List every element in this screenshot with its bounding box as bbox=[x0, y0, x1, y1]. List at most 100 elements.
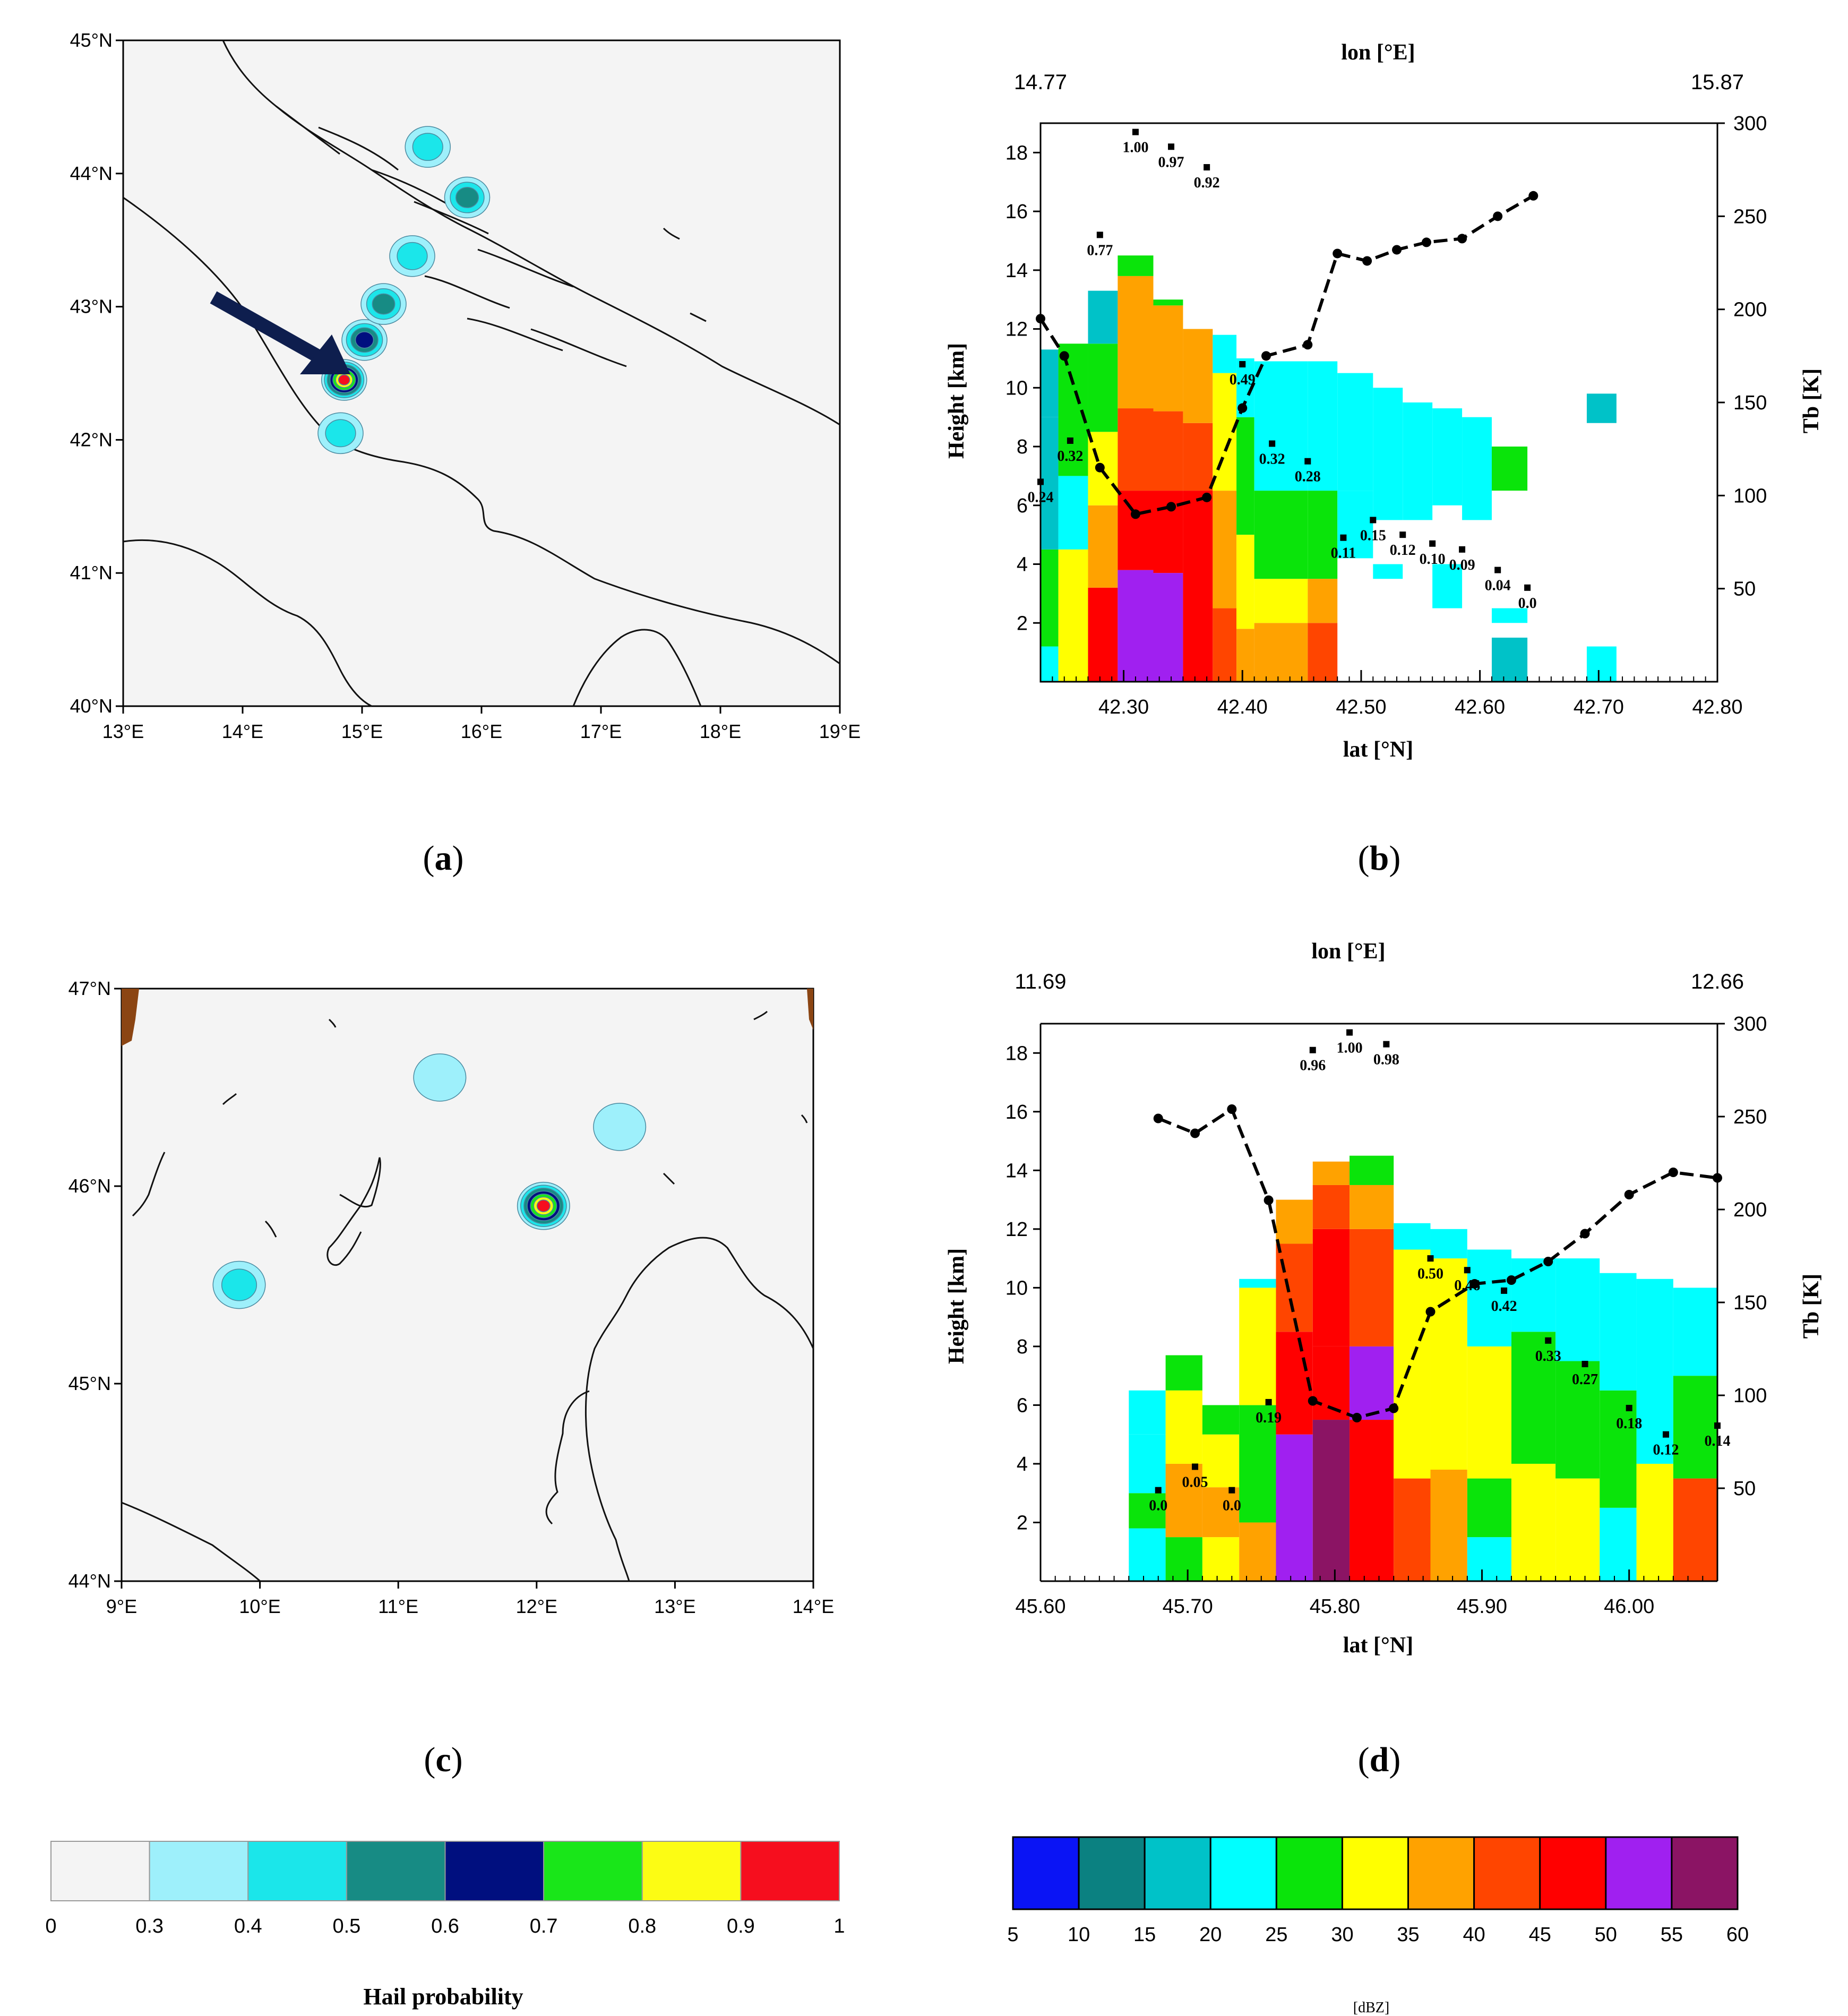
dbz-tick-label: 30 bbox=[1331, 1924, 1353, 1946]
reflectivity-column bbox=[1350, 1155, 1394, 1581]
dbz-tick-label: 50 bbox=[1595, 1924, 1617, 1946]
hail-prob-label: 0.04 bbox=[1485, 578, 1511, 594]
reflectivity-cell bbox=[1673, 1288, 1717, 1376]
hail-cell bbox=[212, 1260, 266, 1309]
reflectivity-column bbox=[1312, 1161, 1350, 1581]
reflectivity-cell bbox=[1350, 1185, 1394, 1229]
map-x-tick-label: 14°E bbox=[222, 720, 263, 742]
reflectivity-cell bbox=[1088, 505, 1118, 588]
hail-color-box bbox=[740, 1841, 840, 1901]
reflectivity-cell bbox=[1394, 1249, 1431, 1479]
map-y-tick-label: 42°N bbox=[70, 428, 113, 450]
hail-color-box bbox=[543, 1841, 643, 1901]
reflectivity-cell bbox=[1394, 1478, 1431, 1581]
d-reflectivity-columns bbox=[1129, 1155, 1717, 1581]
map-y-tick-label: 43°N bbox=[70, 296, 113, 318]
dbz-tick-label: 40 bbox=[1463, 1924, 1485, 1946]
y-tick-label: 18 bbox=[1005, 1042, 1028, 1065]
y2-tick-label: 300 bbox=[1733, 113, 1767, 135]
reflectivity-column bbox=[1511, 1258, 1556, 1581]
dbz-tick-label: 15 bbox=[1133, 1924, 1156, 1946]
hail-prob-marker bbox=[1265, 1399, 1272, 1405]
hail-prob-marker bbox=[1132, 128, 1139, 135]
d-y2label: Tb [K] bbox=[1799, 1274, 1824, 1339]
reflectivity-column bbox=[1394, 1223, 1431, 1581]
hail-prob-label: 0.15 bbox=[1360, 527, 1386, 544]
map-x-tick-label: 17°E bbox=[580, 720, 622, 742]
hail-cell bbox=[360, 283, 407, 325]
hail-prob-marker bbox=[1037, 478, 1044, 485]
map-y-tick-label: 41°N bbox=[70, 562, 113, 584]
x-tick-label: 46.00 bbox=[1604, 1595, 1654, 1618]
reflectivity-cell bbox=[1041, 349, 1059, 417]
y2-tick-label: 100 bbox=[1733, 1385, 1767, 1407]
hail-cell bbox=[593, 1103, 647, 1151]
reflectivity-cell bbox=[1165, 1537, 1202, 1581]
hail-prob-marker bbox=[1494, 567, 1501, 573]
reflectivity-cell bbox=[1183, 491, 1213, 682]
reflectivity-cell bbox=[1467, 1478, 1511, 1538]
reflectivity-cell bbox=[1337, 373, 1373, 491]
x-tick-label: 45.80 bbox=[1310, 1595, 1360, 1618]
reflectivity-cell bbox=[1254, 579, 1308, 623]
reflectivity-cell bbox=[1202, 1434, 1240, 1488]
reflectivity-cell bbox=[1373, 564, 1403, 579]
reflectivity-cell bbox=[1492, 447, 1528, 491]
hail-prob-marker bbox=[1427, 1255, 1434, 1262]
hail-prob-label: 0.96 bbox=[1300, 1058, 1326, 1074]
reflectivity-cell bbox=[1129, 1434, 1166, 1494]
reflectivity-cell bbox=[1350, 1420, 1394, 1581]
d-xlabel: lat [°N] bbox=[1343, 1633, 1413, 1658]
dbz-tick-label: 20 bbox=[1199, 1924, 1222, 1946]
map-x-tick-label: 9°E bbox=[106, 1595, 137, 1617]
d-ylabel: Height [km] bbox=[944, 1248, 969, 1364]
tb-point bbox=[1190, 1128, 1200, 1138]
map-x-tick-label: 19°E bbox=[819, 720, 861, 742]
tb-point bbox=[1528, 191, 1538, 201]
reflectivity-cell bbox=[1394, 1223, 1431, 1250]
y2-tick-label: 250 bbox=[1733, 205, 1767, 228]
hail-prob-label: 0.0 bbox=[1223, 1498, 1241, 1514]
reflectivity-cell bbox=[1350, 1346, 1394, 1420]
reflectivity-cell bbox=[1403, 402, 1433, 520]
reflectivity-cell bbox=[1165, 1355, 1202, 1391]
reflectivity-cell bbox=[1118, 276, 1154, 409]
reflectivity-cell bbox=[1236, 417, 1254, 535]
reflectivity-column bbox=[1041, 349, 1059, 682]
tb-point bbox=[1036, 314, 1045, 324]
hail-prob-label: 0.11 bbox=[1331, 545, 1356, 562]
y-tick-label: 4 bbox=[1017, 1453, 1028, 1475]
caption-b: (b) bbox=[1358, 839, 1401, 878]
hail-prob-label: 0.12 bbox=[1390, 542, 1416, 559]
b-title: lon [°E] bbox=[1341, 40, 1415, 65]
reflectivity-cell bbox=[1088, 290, 1118, 344]
hail-prob-marker bbox=[1168, 143, 1175, 150]
y-tick-label: 18 bbox=[1005, 142, 1028, 164]
map-c-x-ticks: 9°E 10°E 11°E 12°E 13°E 14°E bbox=[106, 1581, 834, 1617]
reflectivity-cell bbox=[1467, 1249, 1511, 1346]
reflectivity-cell bbox=[1673, 1376, 1717, 1479]
hail-cell bbox=[444, 176, 491, 219]
reflectivity-cell bbox=[1600, 1507, 1637, 1581]
x-tick-label: 42.60 bbox=[1455, 696, 1505, 718]
map-a-y-ticks: 40°N 41°N 42°N 43°N 44°N 45°N bbox=[70, 29, 123, 717]
y2-tick-label: 200 bbox=[1733, 1199, 1767, 1221]
reflectivity-cell bbox=[1118, 491, 1154, 570]
reflectivity-column bbox=[1555, 1258, 1600, 1581]
hail-prob-label: 0.49 bbox=[1230, 372, 1256, 388]
d-title: lon [°E] bbox=[1311, 939, 1385, 964]
reflectivity-cell bbox=[1239, 1522, 1276, 1581]
y-tick-label: 2 bbox=[1017, 1512, 1028, 1534]
reflectivity-column bbox=[1058, 344, 1088, 682]
b-tb-series bbox=[1036, 191, 1538, 519]
reflectivity-cell bbox=[1636, 1463, 1673, 1581]
y-tick-label: 6 bbox=[1017, 495, 1028, 517]
reflectivity-cell bbox=[1129, 1390, 1166, 1435]
reflectivity-cell bbox=[1183, 423, 1213, 491]
reflectivity-cell bbox=[1467, 1346, 1511, 1479]
hail-prob-label: 0.46 bbox=[1454, 1277, 1480, 1294]
reflectivity-cell bbox=[1129, 1493, 1166, 1529]
tb-point bbox=[1166, 502, 1176, 512]
reflectivity-column bbox=[1129, 1390, 1166, 1581]
reflectivity-cell bbox=[1600, 1273, 1637, 1391]
